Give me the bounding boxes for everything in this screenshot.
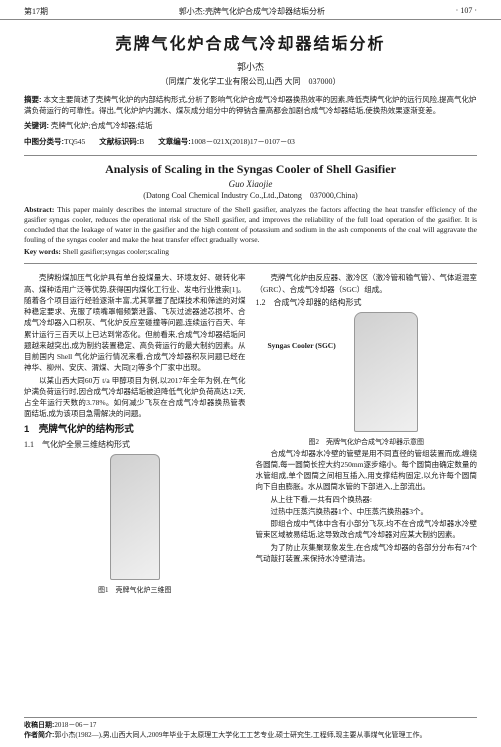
keywords-en: Key words: Shell gasifier;syngas cooler;…	[0, 247, 501, 259]
figure-1-caption: 图1 壳牌气化炉三维图	[24, 585, 246, 596]
artno: 1008－021X(2018)17－0107－03	[191, 137, 295, 146]
para-r2: 合成气冷却器水冷壁的管壁是用不同直径的管组装置而成,缠绕各圆筒,每一圆筒长控大约…	[256, 448, 478, 493]
body-columns: 壳牌粉煤加压气化炉具有单台投煤量大、环境友好、碳转化率高、煤种适用广泛等优势,获…	[0, 268, 501, 595]
para-r1: 壳牌气化炉由反应器、激冷区（激冷管和输气管）、气体返混室（GRC）、合成气冷却器…	[256, 272, 478, 295]
section-1: 1 壳牌气化炉的结构形式	[24, 423, 246, 437]
doccode: B	[139, 137, 144, 146]
author-en: Guo Xiaojie	[0, 179, 501, 189]
para-r4: 过热中压蒸汽换热器1个、中压蒸汽换热器3个。	[256, 506, 478, 517]
abstract-en-label: Abstract:	[24, 205, 54, 214]
abstract-en: Abstract: This paper mainly describes th…	[0, 201, 501, 248]
figure-2-label-en: Syngas Cooler (SGC)	[268, 342, 336, 350]
keywords-cn: 关键词: 壳牌气化炉;合成气冷却器;结垢	[0, 121, 501, 136]
recv-date: 2018－06－17	[54, 721, 96, 729]
figure-1-image	[110, 454, 160, 580]
author-bio: 郭小杰(1982—),男,山西大同人,2009年毕业于太原理工大学化工工艺专业,…	[54, 731, 426, 739]
para-r5: 即组合成中气体中含有小部分飞灰,均不在合成气冷却器水冷壁管束区域被易结垢,这导致…	[256, 518, 478, 541]
meta-row: 中图分类号:TQ545 文献标识码:B 文章编号:1008－021X(2018)…	[0, 136, 501, 151]
running-head: 第17期 郭小杰:壳牌气化炉合成气冷却器结垢分析 · 107 ·	[0, 0, 501, 20]
affiliation-cn: （同煤广发化学工业有限公司,山西 大同 037000）	[0, 76, 501, 87]
doccode-label: 文献标识码:	[99, 137, 139, 146]
recv-date-label: 收稿日期:	[24, 722, 54, 729]
para-l1: 壳牌粉煤加压气化炉具有单台投煤量大、环境友好、碳转化率高、煤种适用广泛等优势,获…	[24, 272, 246, 373]
figure-2-caption: 图2 壳牌气化炉合成气冷却器示意图	[256, 437, 478, 448]
left-column: 壳牌粉煤加压气化炉具有单台投煤量大、环境友好、碳转化率高、煤种适用广泛等优势,获…	[24, 272, 246, 595]
author-bio-label: 作者简介:	[24, 732, 54, 739]
title-en: Analysis of Scaling in the Syngas Cooler…	[0, 162, 501, 177]
figure-2-image	[354, 312, 418, 432]
keywords-en-label: Key words:	[24, 247, 61, 256]
abstract-cn-label: 摘要:	[24, 95, 42, 104]
figure-1: 图1 壳牌气化炉三维图	[24, 454, 246, 596]
divider	[24, 155, 477, 156]
keywords-cn-label: 关键词:	[24, 121, 49, 130]
author-cn: 郭小杰	[0, 60, 501, 73]
footer: 收稿日期:2018－06－17 作者简介:郭小杰(1982—),男,山西大同人,…	[24, 717, 477, 741]
section-1-1: 1.1 气化炉全景三维结构形式	[24, 439, 246, 451]
para-r3: 从上往下看,一共有四个换热器:	[256, 494, 478, 505]
abstract-cn: 摘要: 本文主要简述了壳牌气化炉的内部结构形式,分析了影响气化炉合成气冷却器换热…	[0, 87, 501, 121]
title-cn: 壳牌气化炉合成气冷却器结垢分析	[0, 30, 501, 54]
page-number: · 107 ·	[456, 6, 477, 17]
para-r6: 为了防止灰集聚现象发生,在合成气冷却器的各部分分布有74个气动敲打装置,来保持水…	[256, 542, 478, 565]
issue-number: 第17期	[24, 6, 48, 17]
affiliation-en: (Datong Coal Chemical Industry Co.,Ltd.,…	[0, 190, 501, 201]
keywords-en-text: Shell gasifier;syngas cooler;scaling	[63, 247, 169, 256]
right-column: 壳牌气化炉由反应器、激冷区（激冷管和输气管）、气体返混室（GRC）、合成气冷却器…	[256, 272, 478, 595]
running-title: 郭小杰:壳牌气化炉合成气冷却器结垢分析	[179, 6, 325, 17]
clc-label: 中图分类号:	[24, 137, 64, 146]
artno-label: 文章编号:	[158, 137, 191, 146]
clc: TQ545	[64, 137, 85, 146]
figure-2: Syngas Cooler (SGC) 图2 壳牌气化炉合成气冷却器示意图	[256, 312, 478, 448]
section-1-2: 1.2 合成气冷却器的结构形式	[256, 297, 478, 309]
para-l2: 以某山西大同60万 t/a 甲醇项目为例,以2017年全年为例,在气化炉满负荷运…	[24, 375, 246, 420]
abstract-cn-text: 本文主要简述了壳牌气化炉的内部结构形式,分析了影响气化炉合成气冷却器换热效率的因…	[24, 95, 477, 115]
keywords-cn-text: 壳牌气化炉;合成气冷却器;结垢	[51, 121, 153, 130]
divider-2	[24, 263, 477, 264]
abstract-en-text: This paper mainly describes the internal…	[24, 205, 477, 244]
